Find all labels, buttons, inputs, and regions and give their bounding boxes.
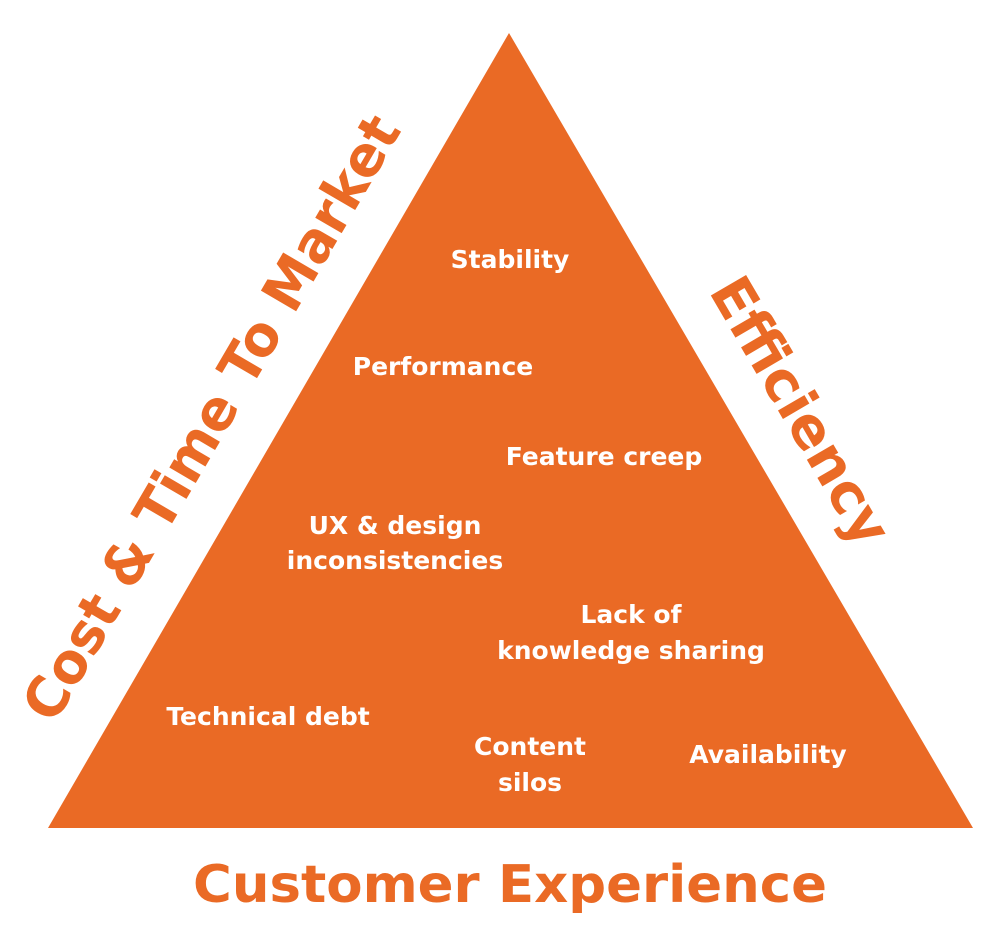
pyramid-triangle: [48, 33, 973, 828]
label-knowledge-line1: Lack of: [580, 600, 682, 629]
label-stability: Stability: [451, 245, 570, 274]
label-performance: Performance: [353, 352, 533, 381]
label-availability: Availability: [689, 740, 846, 769]
label-ux-design-line2: inconsistencies: [287, 546, 503, 575]
label-knowledge-line2: knowledge sharing: [497, 636, 765, 665]
label-technical-debt: Technical debt: [166, 702, 369, 731]
base-label: Customer Experience: [193, 855, 827, 915]
label-content-silos-line2: silos: [498, 768, 562, 797]
label-feature-creep: Feature creep: [506, 442, 703, 471]
label-content-silos-line1: Content: [474, 732, 586, 761]
label-ux-design-line1: UX & design: [309, 511, 482, 540]
